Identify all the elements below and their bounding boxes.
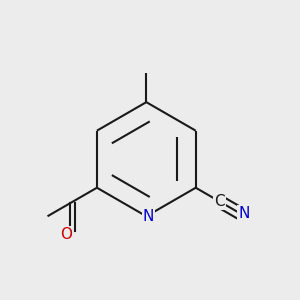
Text: O: O [60,227,72,242]
Text: N: N [238,206,250,221]
Text: N: N [142,209,154,224]
Text: C: C [214,194,225,209]
